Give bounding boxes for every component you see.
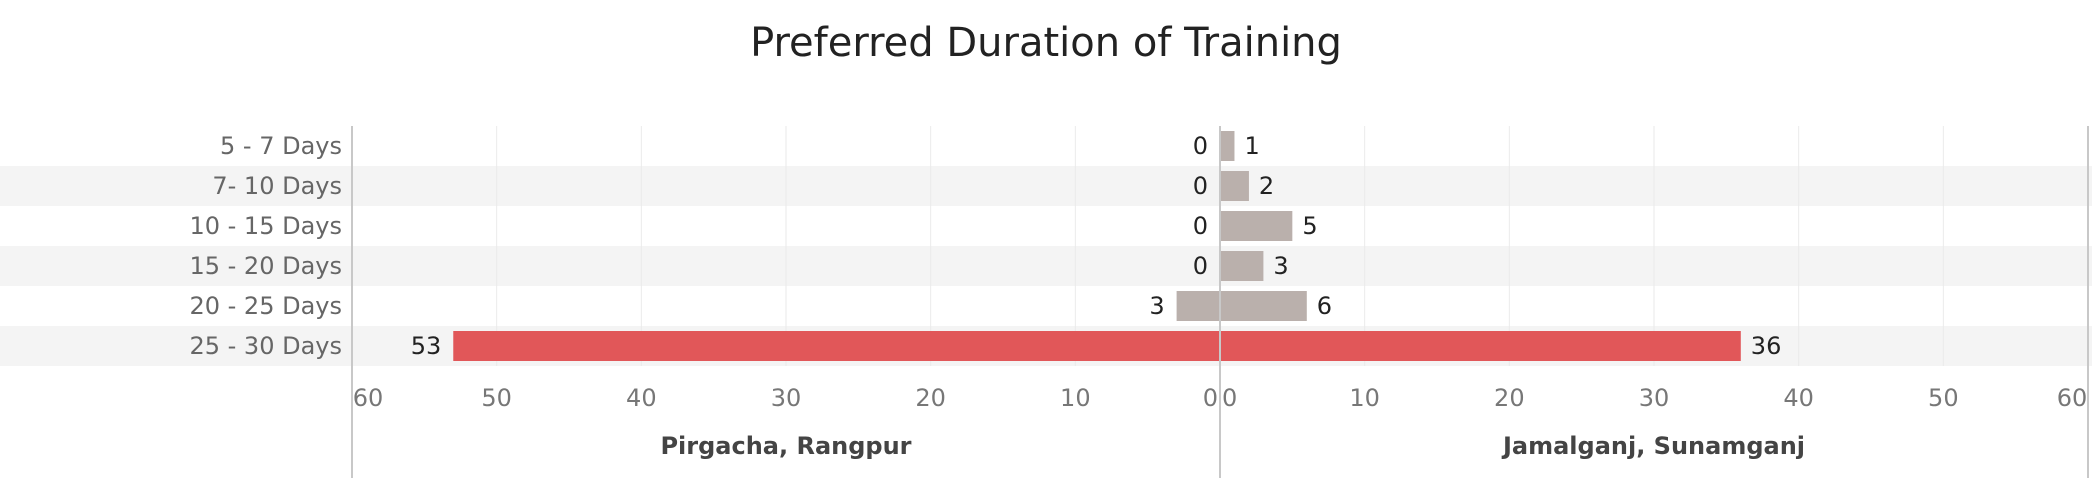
category-label: 20 - 25 Days [189,292,342,320]
tick-label-right: 10 [1349,384,1380,412]
category-label: 5 - 7 Days [220,132,342,160]
chart-title: Preferred Duration of Training [750,20,1342,66]
value-label-right: 36 [1751,332,1782,360]
bar-right [1220,291,1307,321]
category-label: 25 - 30 Days [189,332,342,360]
row-band [0,246,2092,286]
bar-right [1220,331,1741,361]
bars [453,131,1741,361]
value-label-right: 3 [1273,252,1288,280]
value-label-left: 0 [1193,212,1208,240]
value-label-right: 1 [1244,132,1259,160]
tick-label-left: 50 [481,384,512,412]
value-label-left: 0 [1193,172,1208,200]
tick-label-right: 30 [1639,384,1670,412]
category-label: 10 - 15 Days [189,212,342,240]
series-label-left: Pirgacha, Rangpur [660,432,911,460]
category-label: 7- 10 Days [212,172,342,200]
tick-label-right: 40 [1783,384,1814,412]
bar-right [1220,251,1264,281]
bar-left [453,331,1220,361]
category-label: 15 - 20 Days [189,252,342,280]
tick-label-left: 0 [1203,384,1218,412]
value-label-right: 5 [1302,212,1317,240]
value-label-left: 3 [1149,292,1164,320]
bar-right [1220,131,1235,161]
tick-label-left: 60 [353,384,384,412]
bar-left [1176,291,1220,321]
tick-label-left: 10 [1060,384,1091,412]
tick-label-left: 40 [626,384,657,412]
series-label-right: Jamalganj, Sunamganj [1501,432,1805,460]
bar-right [1220,211,1293,241]
row-bands [0,166,2092,366]
tick-label-right: 0 [1222,384,1237,412]
value-label-left: 0 [1193,132,1208,160]
tick-label-right: 20 [1494,384,1525,412]
tick-label-left: 20 [915,384,946,412]
tick-label-right: 50 [1928,384,1959,412]
value-label-left: 0 [1193,252,1208,280]
value-label-left: 53 [411,332,442,360]
bar-right [1220,171,1249,201]
tick-label-left: 30 [771,384,802,412]
tick-label-right: 60 [2057,384,2088,412]
labels: 0 1 5 - 7 Days 0 2 7- 10 Days 0 5 10 - 15 Days 0 3… [189,132,2087,460]
row-band [0,166,2092,206]
value-label-right: 6 [1317,292,1332,320]
value-label-right: 2 [1259,172,1274,200]
axes [351,126,2089,478]
